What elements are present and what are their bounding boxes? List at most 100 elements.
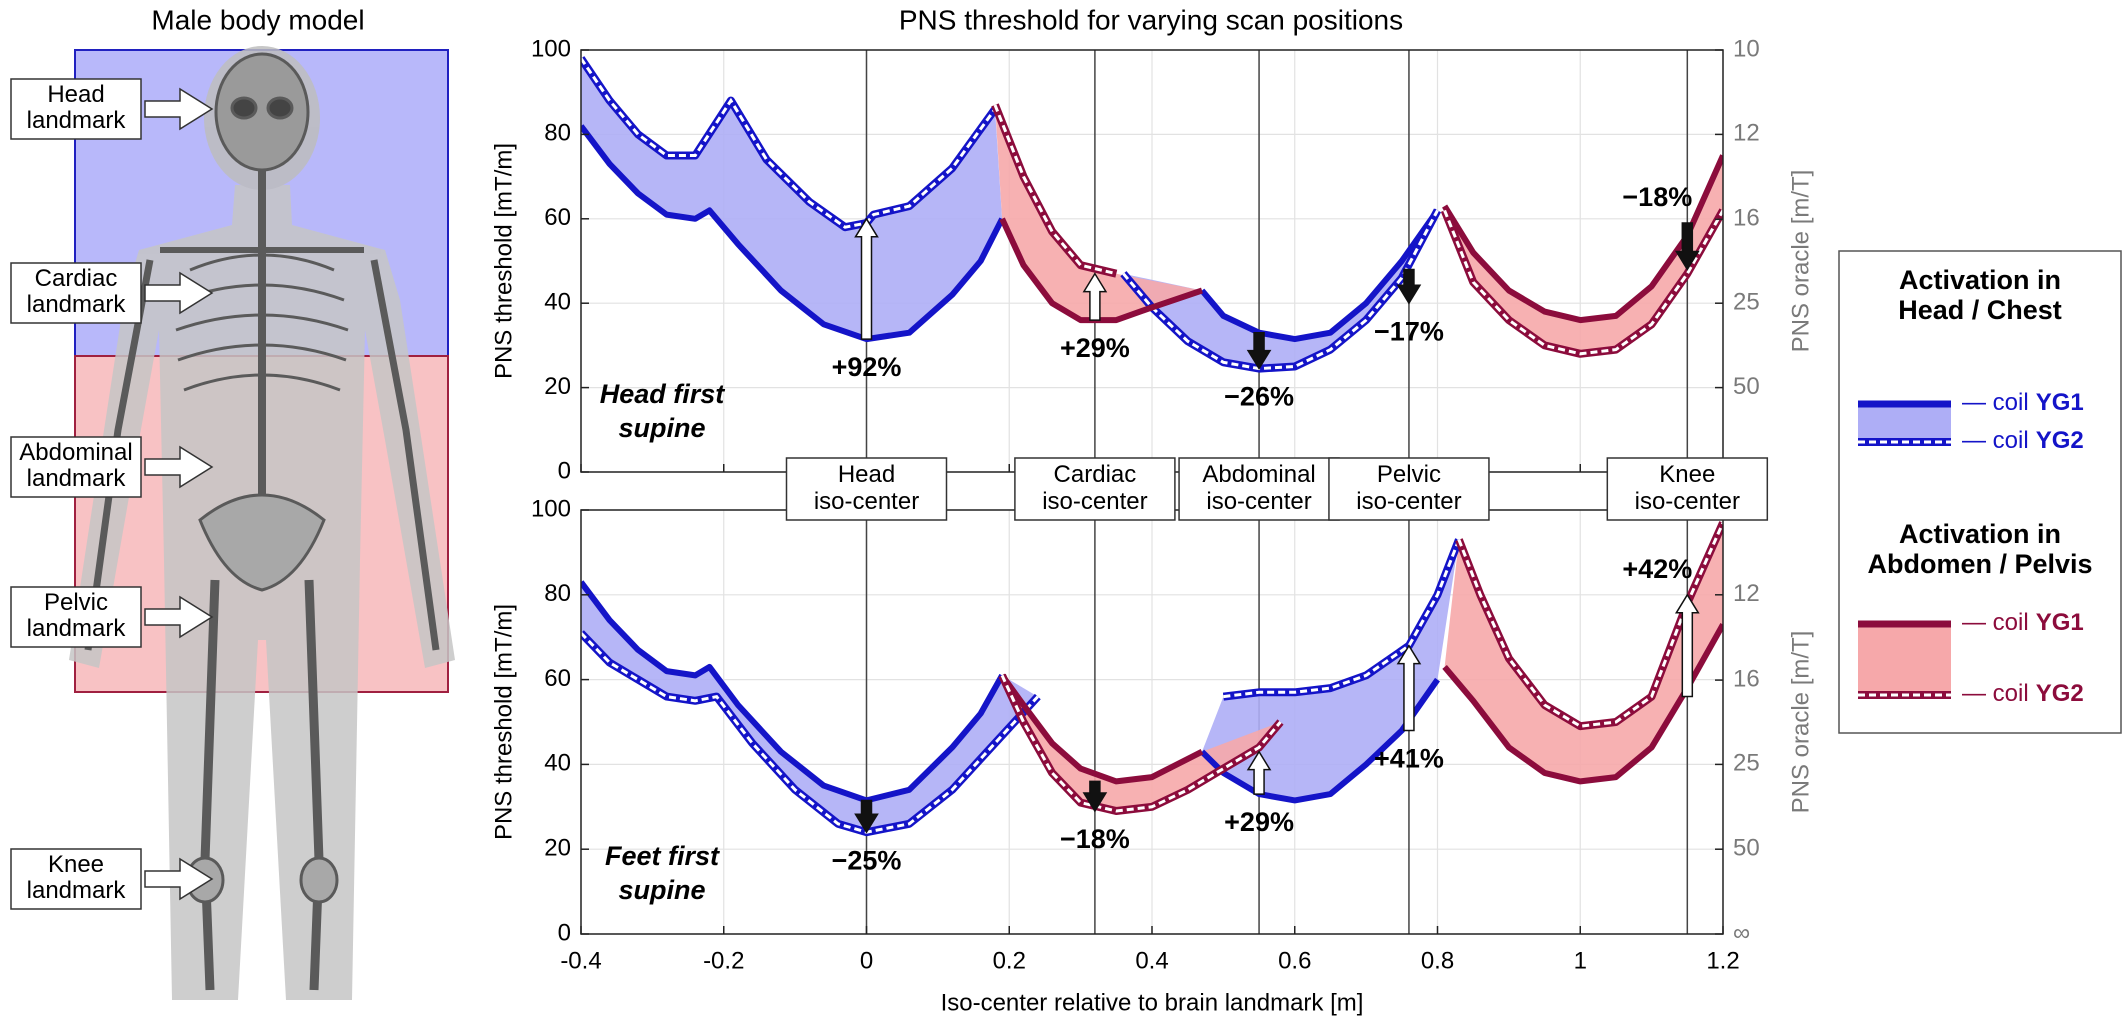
legend-entry-text: — coil <box>1962 427 2029 454</box>
arrow <box>1082 272 1108 321</box>
landmark-arrow <box>144 595 214 639</box>
iso-center-label: Abdominal iso-center <box>1202 461 1315 515</box>
band <box>581 58 1003 340</box>
landmark-label-line: landmark <box>27 877 127 904</box>
landmark-arrow <box>144 87 214 131</box>
x-tick-label: 0 <box>860 947 873 974</box>
landmark-label: Pelvic landmark <box>27 589 127 642</box>
landmark-label-line: landmark <box>27 465 127 492</box>
landmark-box <box>10 262 142 324</box>
y-tick-label: 20 <box>544 835 571 862</box>
plot: +92% +29% −26% −17% −18% 0 20 40 60 80 100 10 12 16 25… <box>490 35 1814 484</box>
landmark-label-line: Head <box>47 81 104 108</box>
iso-center-label-line: iso-center <box>1042 488 1147 515</box>
iso-center-box <box>1014 457 1176 521</box>
landmark-label: Head landmark <box>27 81 127 134</box>
y2-tick-label: 12 <box>1733 580 1760 607</box>
legend-title-line: Head / Chest <box>1898 295 2062 325</box>
silhouette <box>69 185 455 1000</box>
y-tick-label: 40 <box>544 289 571 316</box>
eye <box>266 96 294 120</box>
y2-tick-label: 25 <box>1733 750 1760 777</box>
legend-title: Activation in Head / Chest <box>1898 265 2062 325</box>
arrow-label: −18% <box>1622 182 1692 212</box>
y2-axis-label: PNS oracle [m/T] <box>1787 170 1814 353</box>
legend-swatch <box>1858 404 1951 442</box>
band <box>1444 155 1723 354</box>
legend-title-line: Activation in <box>1899 265 2061 295</box>
y-tick-label: 60 <box>544 665 571 692</box>
y-tick-label: 100 <box>531 495 571 522</box>
series-dash <box>1000 522 1723 813</box>
y2-tick-label: 16 <box>1733 205 1760 232</box>
legend-entry: — coil YG1 <box>1962 609 2084 636</box>
landmark-box <box>10 848 142 910</box>
arrow-label: −17% <box>1374 316 1444 346</box>
y2-tick-label: 50 <box>1733 373 1760 400</box>
x-axis-label: Iso-center relative to brain landmark [m… <box>941 989 1364 1016</box>
landmark-label-line: Cardiac <box>35 265 118 292</box>
y2-tick-label: 25 <box>1733 289 1760 316</box>
plot-annotation-line: Head first <box>600 379 726 409</box>
band <box>1123 210 1438 369</box>
y-tick-label: 80 <box>544 120 571 147</box>
series-dash <box>581 539 1461 834</box>
x-tick-label: 0.8 <box>1421 947 1454 974</box>
arrow-label: +29% <box>1060 333 1130 363</box>
landmark-label-line: Pelvic <box>44 589 108 616</box>
knee <box>299 856 339 904</box>
y-tick-label: 20 <box>544 373 571 400</box>
y-tick-label: 0 <box>558 457 571 484</box>
arrow <box>1674 222 1700 271</box>
y2-tick-label: 10 <box>1733 35 1760 62</box>
iso-center-box <box>785 457 948 521</box>
iso-center-label-line: Cardiac <box>1054 461 1137 488</box>
legend-title-line: Abdomen / Pelvis <box>1867 549 2092 579</box>
legend-entry: — coil YG1 <box>1962 389 2084 416</box>
landmark-label: Knee landmark <box>27 851 127 904</box>
x-tick-label: 0.4 <box>1135 947 1168 974</box>
eye <box>230 96 258 120</box>
figure-title: PNS threshold for varying scan positions <box>899 4 1403 35</box>
y-axis-label: PNS threshold [mT/m] <box>490 604 517 840</box>
x-tick-label: -0.2 <box>703 947 744 974</box>
y-tick-label: 0 <box>558 919 571 946</box>
landmark-arrow <box>144 271 214 315</box>
landmark-label: Cardiac landmark <box>27 265 127 318</box>
series-dash <box>581 57 1439 371</box>
plot-content <box>581 521 1723 837</box>
y2-tick-label: 12 <box>1733 120 1760 147</box>
landmark-arrow <box>144 445 214 489</box>
arrow <box>1396 644 1422 732</box>
landmark-arrow <box>144 857 214 901</box>
plot-content <box>581 56 1723 373</box>
iso-center-label-line: Knee <box>1659 461 1715 488</box>
band <box>1444 522 1723 782</box>
arrow-label: −25% <box>832 845 902 875</box>
band <box>581 582 1038 833</box>
series-dash <box>993 104 1723 356</box>
legend-title-line: Activation in <box>1899 519 2061 549</box>
arrow-label: −18% <box>1060 824 1130 854</box>
pelvis <box>198 493 326 592</box>
panel-title: Male body model <box>151 4 364 35</box>
band <box>995 104 1202 321</box>
iso-center-label: Pelvic iso-center <box>1356 461 1461 515</box>
iso-center-box <box>1178 457 1340 521</box>
iso-center-box <box>1328 457 1490 521</box>
legend: Activation in Head / Chest— coil YG1— coil… <box>1838 250 2122 734</box>
y-tick-label: 80 <box>544 580 571 607</box>
plot: −25% −18% +29% +41% +42% 0 20 40 60 80 100 1 0 12 16 25… <box>490 495 1814 1016</box>
iso-center-label: Cardiac iso-center <box>1042 461 1147 515</box>
y-axis-label: PNS threshold [mT/m] <box>490 143 517 379</box>
legend-entry-coil: YG2 <box>2036 427 2084 454</box>
series-line <box>999 154 1723 324</box>
arrow <box>1246 750 1272 795</box>
landmark-label-line: landmark <box>27 107 127 134</box>
iso-center-label-line: Pelvic <box>1377 461 1441 488</box>
legend-swatch <box>1858 624 1951 695</box>
plot-annotation: Feet first supine <box>605 841 720 905</box>
